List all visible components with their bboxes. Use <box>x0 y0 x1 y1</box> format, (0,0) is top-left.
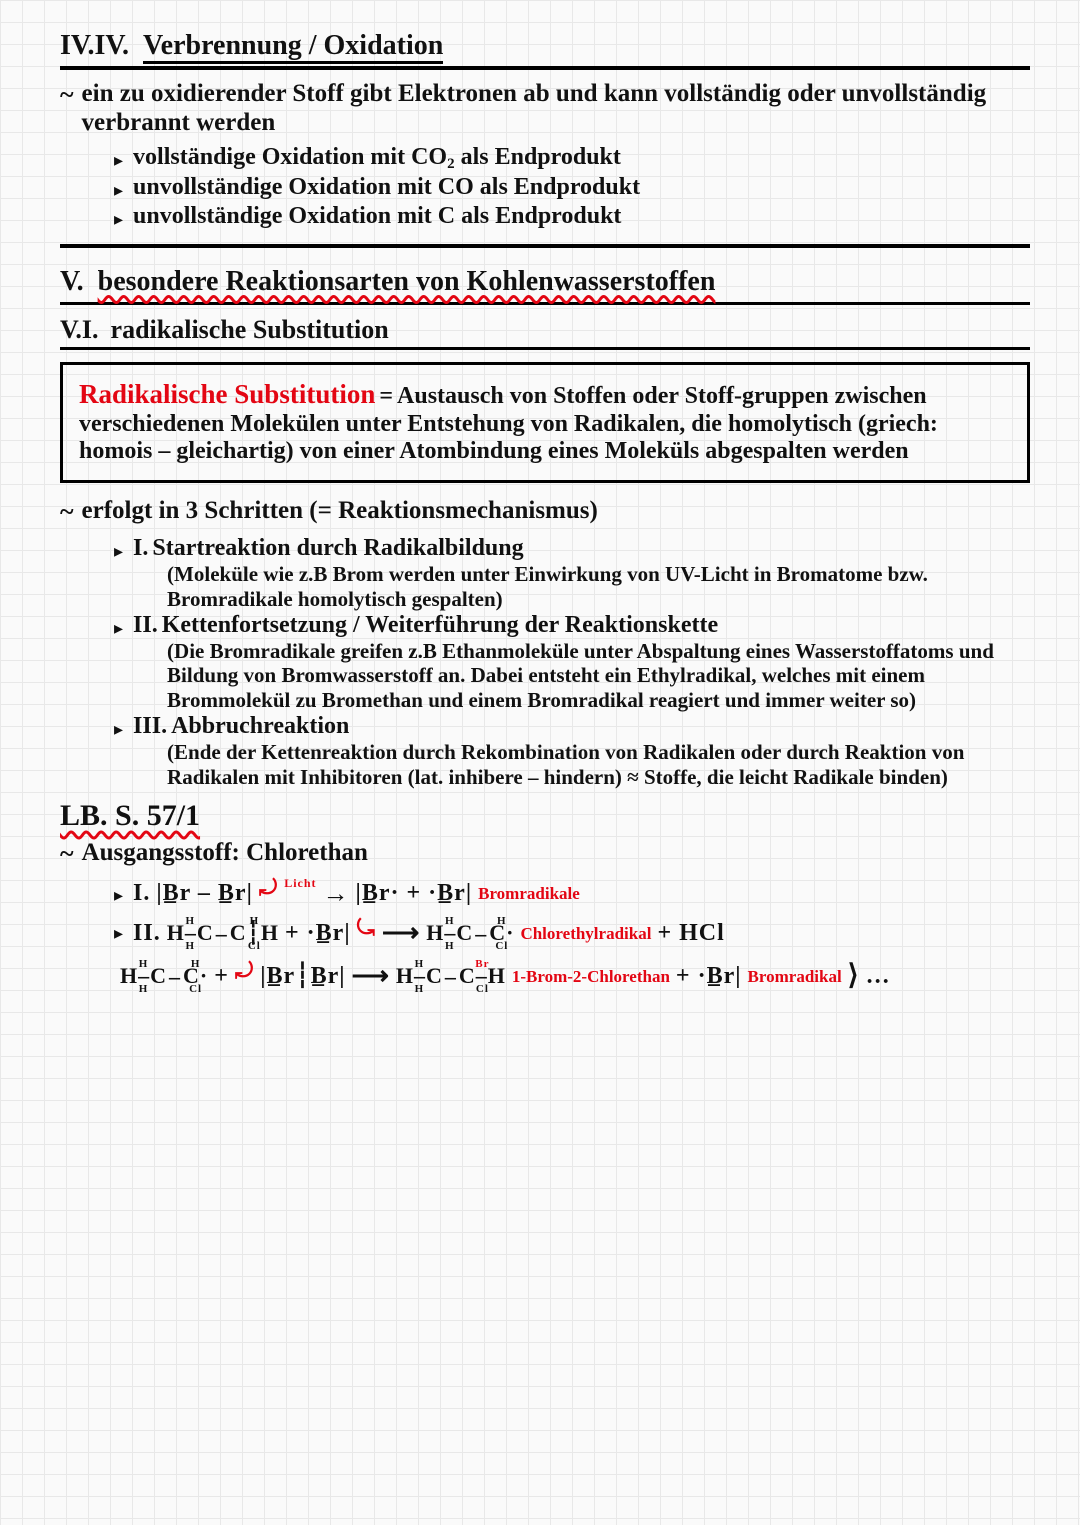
mechanism-steps: ▸ I. Startreaktion durch Radikalbildung … <box>114 535 1030 789</box>
eq-num: I. <box>133 880 150 908</box>
eq-label: Bromradikal <box>748 967 842 987</box>
bullet-item: ▸ unvollständige Oxidation mit CO als En… <box>114 174 1030 202</box>
triangle-icon: ▸ <box>114 541 123 562</box>
exercise-start-row: ~ Ausgangsstoff: Chlorethan <box>60 839 1030 869</box>
step-detail: (Moleküle wie z.B Brom werden unter Einw… <box>167 562 1030 610</box>
definition-box: Radikalische Substitution = Austausch vo… <box>60 362 1030 483</box>
section-5-header: V. besondere Reaktionsarten von Kohlenwa… <box>60 266 1030 305</box>
section-4-title: Verbrennung / Oxidation <box>143 30 443 62</box>
triangle-icon: ▸ <box>114 618 123 639</box>
divider <box>60 244 1030 248</box>
chem-equation: I. |B̲r – B̲r| ⤾ Licht → |B̲r· + ·B̲r| B… <box>133 879 580 909</box>
section-4-num: IV.IV. <box>60 30 129 62</box>
step-title: Kettenfortsetzung / Weiterführung der Re… <box>162 612 718 638</box>
equation-2: ▸ II. HH–CH – HC┆HCl + ·B̲r| ⤿ ⟶ HH–CH –… <box>114 917 1030 950</box>
definition-eq: = <box>379 383 393 409</box>
eq-label: Bromradikale <box>478 884 580 904</box>
section-4-bullets: ▸ vollständige Oxidation mit CO2 als End… <box>114 144 1030 230</box>
bullet-item: ▸ vollständige Oxidation mit CO2 als End… <box>114 144 1030 173</box>
triangle-icon: ▸ <box>114 885 123 906</box>
chem-equation: HH–CH – HC·Cl + ⤾ |B̲r┆B̲r| ⟶ HH–CH – Br… <box>120 960 1030 993</box>
molecule: HH–CH – HC·Cl <box>120 960 208 993</box>
step-num: II. <box>133 612 158 638</box>
bullet-text: vollständige Oxidation mit CO2 als Endpr… <box>133 144 621 173</box>
section-5-sub-header: V.I. radikalische Substitution <box>60 315 1030 350</box>
arrow-icon: ⟶ <box>382 918 420 948</box>
step-title: Abbruchreaktion <box>171 713 349 739</box>
tilde-icon: ~ <box>60 497 74 527</box>
eq-num: II. <box>133 920 161 948</box>
section-5-title: besondere Reaktionsarten von Kohlenwasse… <box>98 266 716 298</box>
bullet-text: unvollständige Oxidation mit C als Endpr… <box>133 203 621 231</box>
mechanism-intro: erfolgt in 3 Schritten (= Reaktionsmecha… <box>82 497 598 527</box>
eq-label: 1-Brom-2-Chlorethan <box>512 967 670 987</box>
equation-1: ▸ I. |B̲r – B̲r| ⤾ Licht → |B̲r· + ·B̲r|… <box>114 879 1030 909</box>
molecule: HH–CH – HC┆HCl <box>167 917 279 950</box>
eq-label: Chlorethylradikal <box>520 924 651 944</box>
section-4-header: IV.IV. Verbrennung / Oxidation <box>60 30 1030 70</box>
triangle-icon: ▸ <box>114 209 123 230</box>
section-4-intro-row: ~ ein zu oxidierender Stoff gibt Elektro… <box>60 80 1030 138</box>
curved-arrow-icon: ⤾ <box>235 958 254 983</box>
molecule: HH–CH – HC·Cl <box>426 917 514 950</box>
section-4-intro: ein zu oxidierender Stoff gibt Elektrone… <box>82 80 1030 138</box>
arrow-icon: ⟶ <box>352 961 390 991</box>
definition-term: Radikalische Substitution <box>79 379 375 409</box>
triangle-icon: ▸ <box>114 923 123 944</box>
step-body: III. Abbruchreaktion (Ende der Kettenrea… <box>133 713 1030 789</box>
tilde-icon: ~ <box>60 839 74 869</box>
step-num: III. <box>133 713 167 739</box>
step-detail: (Die Bromradikale greifen z.B Ethanmolek… <box>167 639 1030 711</box>
arrow-icon: → <box>323 879 350 909</box>
eq-right: |B̲r· + ·B̲r| <box>356 880 473 908</box>
chem-equation: II. HH–CH – HC┆HCl + ·B̲r| ⤿ ⟶ HH–CH – H… <box>133 917 725 950</box>
triangle-icon: ▸ <box>114 180 123 201</box>
licht-label: Licht <box>284 877 316 891</box>
tilde-icon: ~ <box>60 80 74 138</box>
molecule: HH–CH – BrC–HCl <box>396 960 506 993</box>
bullet-item: ▸ unvollständige Oxidation mit C als End… <box>114 203 1030 231</box>
curved-arrow-icon: ⤿ <box>357 915 376 940</box>
continuation: ⟩ <box>848 960 860 992</box>
step-detail: (Ende der Kettenreaktion durch Rekombina… <box>167 740 1030 788</box>
step-body: I. Startreaktion durch Radikalbildung (M… <box>133 535 1030 611</box>
step-item: ▸ I. Startreaktion durch Radikalbildung … <box>114 535 1030 611</box>
ellipsis: … <box>866 963 891 991</box>
mechanism-intro-row: ~ erfolgt in 3 Schritten (= Reaktionsmec… <box>60 497 1030 527</box>
section-5-num: V. <box>60 266 84 298</box>
triangle-icon: ▸ <box>114 719 123 740</box>
page-reference: LB. S. 57/1 <box>60 799 1030 834</box>
curved-arrow-icon: ⤾ <box>259 875 278 900</box>
section-5-sub-title: radikalische Substitution <box>111 315 389 345</box>
step-item: ▸ II. Kettenfortsetzung / Weiterführung … <box>114 612 1030 712</box>
step-title: Startreaktion durch Radikalbildung <box>152 535 523 561</box>
bullet-text: unvollständige Oxidation mit CO als Endp… <box>133 174 640 202</box>
step-item: ▸ III. Abbruchreaktion (Ende der Kettenr… <box>114 713 1030 789</box>
step-num: I. <box>133 535 148 561</box>
section-5-sub-num: V.I. <box>60 315 99 345</box>
equation-3: HH–CH – HC·Cl + ⤾ |B̲r┆B̲r| ⟶ HH–CH – Br… <box>120 960 1030 993</box>
exercise-start: Ausgangsstoff: Chlorethan <box>82 839 368 869</box>
triangle-icon: ▸ <box>114 150 123 171</box>
eq-left: |B̲r – B̲r| <box>156 880 252 908</box>
eq-plus: + HCl <box>657 920 724 948</box>
step-body: II. Kettenfortsetzung / Weiterführung de… <box>133 612 1030 712</box>
